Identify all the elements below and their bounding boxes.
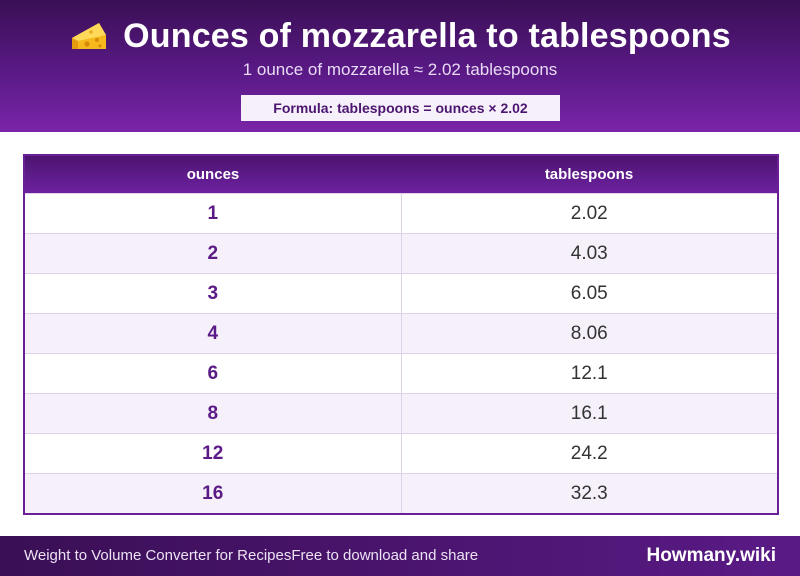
table-header-row: ounces tablespoons <box>25 156 777 194</box>
title-row: Ounces of mozzarella to tablespoons <box>0 14 800 58</box>
table-row: 6 12.1 <box>25 353 777 394</box>
footer: Weight to Volume Converter for RecipesFr… <box>0 536 800 576</box>
cell-ounces: 6 <box>25 353 402 394</box>
cell-tablespoons: 24.2 <box>401 433 777 474</box>
cell-tablespoons: 16.1 <box>401 393 777 434</box>
cell-ounces: 2 <box>25 233 402 274</box>
cell-ounces: 4 <box>25 313 402 354</box>
cell-tablespoons: 8.06 <box>401 313 777 354</box>
table-row: 2 4.03 <box>25 233 777 274</box>
table-row: 8 16.1 <box>25 393 777 434</box>
column-header-ounces: ounces <box>25 156 401 194</box>
cell-ounces: 1 <box>25 193 402 234</box>
page-subtitle: 1 ounce of mozzarella ≈ 2.02 tablespoons <box>242 60 558 79</box>
cell-ounces: 3 <box>25 273 402 314</box>
column-header-tablespoons: tablespoons <box>401 156 777 194</box>
table-row: 16 32.3 <box>25 473 777 513</box>
cell-tablespoons: 32.3 <box>401 473 777 513</box>
cell-tablespoons: 2.02 <box>401 193 777 234</box>
cheese-icon <box>72 23 107 49</box>
table-row: 3 6.05 <box>25 273 777 314</box>
brand-link[interactable]: Howmany.wiki <box>646 545 776 566</box>
table-row: 4 8.06 <box>25 313 777 354</box>
table-row: 1 2.02 <box>25 193 777 234</box>
formula-badge: Formula: tablespoons = ounces × 2.02 <box>241 95 560 121</box>
conversion-table: ounces tablespoons 1 2.02 2 4.03 3 6.05 … <box>23 154 779 515</box>
table-row: 12 24.2 <box>25 433 777 474</box>
cell-tablespoons: 12.1 <box>401 353 777 394</box>
header: Ounces of mozzarella to tablespoons 1 ou… <box>0 0 800 132</box>
cell-ounces: 8 <box>25 393 402 434</box>
cell-ounces: 16 <box>25 473 402 513</box>
footer-tagline: Weight to Volume Converter for RecipesFr… <box>24 547 479 564</box>
cell-tablespoons: 6.05 <box>401 273 777 314</box>
cell-tablespoons: 4.03 <box>401 233 777 274</box>
cell-ounces: 12 <box>25 433 402 474</box>
page-title: Ounces of mozzarella to tablespoons <box>123 16 731 55</box>
